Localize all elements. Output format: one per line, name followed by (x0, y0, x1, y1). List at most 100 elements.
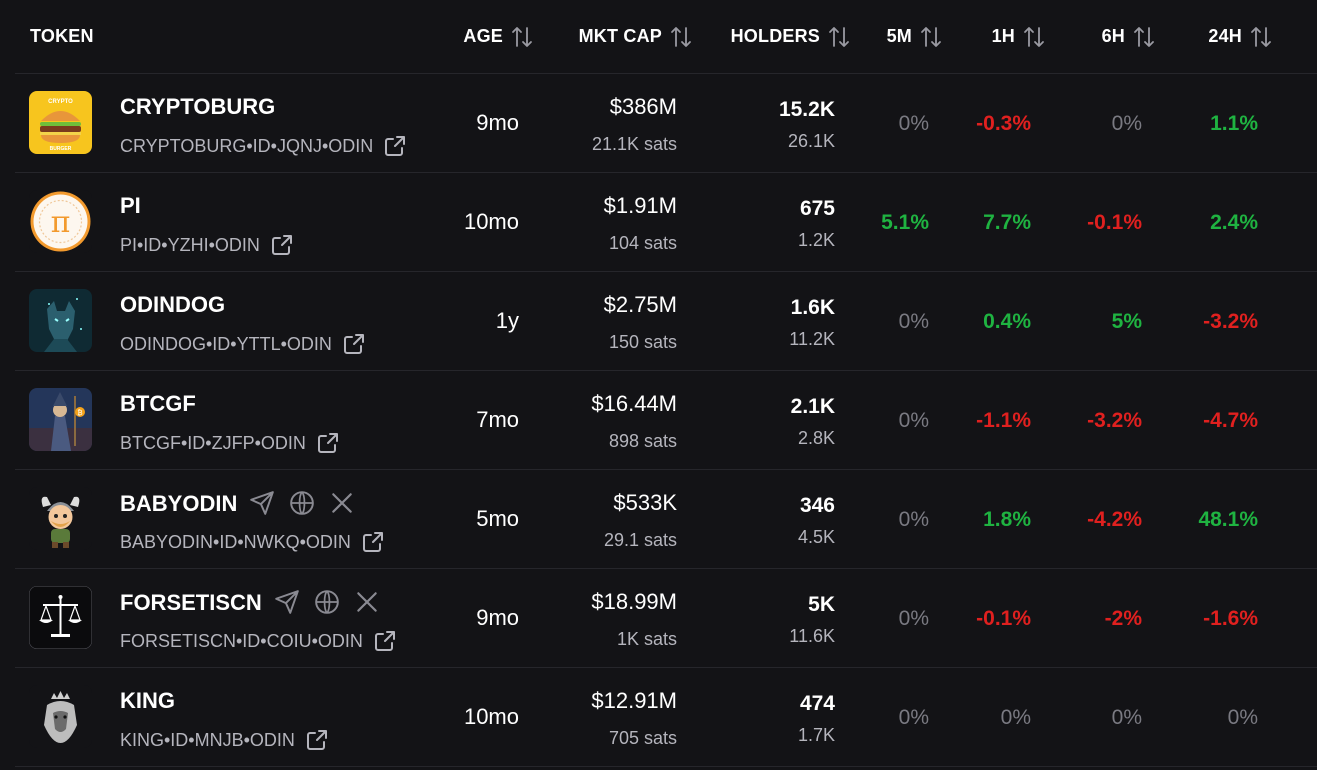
table-row[interactable]: ODINDOG ODINDOG•ID•YTTL•ODIN 1y $2.75M 1… (15, 272, 1317, 371)
token-table: TOKEN AGE MKT CAP HOLDERS 5M 1H 6H 24H (15, 0, 1317, 767)
table-row[interactable]: KING KING•ID•MNJB•ODIN 10mo $12.91M 705 … (15, 668, 1317, 767)
holders-secondary: 26.1K (787, 131, 835, 151)
market-cap: $12.91M (591, 688, 677, 713)
token-name[interactable]: BTCGF (120, 391, 196, 416)
wizard-logo-icon: ₿ (29, 388, 92, 451)
price-sats: 29.1 sats (603, 530, 677, 550)
token-name[interactable]: ODINDOG (120, 292, 226, 317)
table-row[interactable]: π PI PI•ID•YZHI•ODIN 10mo $1.91M 104 sat… (15, 173, 1317, 272)
holders-secondary: 2.8K (797, 428, 835, 448)
globe-icon[interactable] (314, 589, 342, 617)
token-age: 9mo (476, 110, 519, 135)
token-logo (29, 586, 92, 649)
holders-count: 474 (799, 692, 835, 715)
change-24h: 48.1% (1198, 508, 1258, 531)
sort-icon[interactable] (1250, 25, 1272, 49)
header-token: TOKEN (30, 26, 94, 46)
token-logo (29, 685, 92, 748)
token-logo (29, 289, 92, 352)
change-6h: -0.1% (1087, 211, 1142, 234)
token-name[interactable]: PI (120, 193, 141, 218)
holders-secondary: 1.2K (797, 230, 835, 250)
change-5m: 0% (898, 112, 929, 135)
table-row[interactable]: CRYPTO BURGER CRYPTOBURG CRYPTOBURG•ID•JQ… (15, 74, 1317, 173)
globe-icon[interactable] (289, 490, 317, 518)
telegram-icon[interactable] (274, 589, 302, 617)
change-24h: -1.6% (1203, 607, 1258, 630)
change-24h: -4.7% (1203, 409, 1258, 432)
price-sats: 705 sats (608, 728, 677, 748)
svg-text:π: π (51, 205, 71, 240)
change-5m: 0% (898, 607, 929, 630)
token-id: ODINDOG•ID•YTTL•ODIN (120, 332, 405, 356)
external-link-icon[interactable] (316, 431, 340, 455)
header-mkt-cap[interactable]: MKT CAP (579, 0, 692, 73)
table-header: TOKEN AGE MKT CAP HOLDERS 5M 1H 6H 24H (15, 0, 1317, 74)
burger-logo-icon: CRYPTO BURGER (29, 91, 92, 154)
sort-icon[interactable] (920, 25, 942, 49)
crowned-lion-logo-icon (29, 685, 92, 748)
change-24h: 1.1% (1210, 112, 1258, 135)
sort-icon[interactable] (670, 25, 692, 49)
external-link-icon[interactable] (361, 530, 385, 554)
pi-logo-icon: π (29, 190, 92, 253)
external-link-icon[interactable] (373, 629, 397, 653)
holders-secondary: 11.2K (789, 329, 835, 349)
change-5m: 5.1% (881, 211, 929, 234)
change-1h: 7.7% (983, 211, 1031, 234)
header-1h[interactable]: 1H (992, 0, 1045, 73)
token-name[interactable]: KING (120, 688, 175, 713)
change-1h: 1.8% (983, 508, 1031, 531)
price-sats: 1K sats (616, 629, 677, 649)
token-id: CRYPTOBURG•ID•JQNJ•ODIN (120, 134, 405, 158)
svg-text:CRYPTO: CRYPTO (48, 99, 73, 105)
change-5m: 0% (898, 706, 929, 729)
sort-icon[interactable] (1023, 25, 1045, 49)
sort-icon[interactable] (511, 25, 533, 49)
token-logo (29, 487, 92, 550)
token-id: BABYODIN•ID•NWKQ•ODIN (120, 530, 405, 554)
token-age: 9mo (476, 605, 519, 630)
holders-count: 1.6K (790, 296, 835, 319)
change-24h: 2.4% (1210, 211, 1258, 234)
change-6h: 0% (1111, 706, 1142, 729)
market-cap: $18.99M (591, 589, 677, 614)
token-name[interactable]: BABYODIN (120, 490, 357, 518)
x-icon[interactable] (354, 589, 382, 617)
change-5m: 0% (898, 310, 929, 333)
holders-secondary: 4.5K (797, 527, 835, 547)
table-row[interactable]: ₿ BTCGF BTCGF•ID•ZJFP•ODIN 7mo $16.44M 8… (15, 371, 1317, 470)
change-6h: -3.2% (1087, 409, 1142, 432)
change-6h: -2% (1104, 607, 1142, 630)
header-6h[interactable]: 6H (1102, 0, 1155, 73)
token-name[interactable]: CRYPTOBURG (120, 94, 276, 119)
x-icon[interactable] (329, 490, 357, 518)
holders-secondary: 11.6K (789, 626, 835, 646)
holders-count: 675 (799, 197, 835, 220)
external-link-icon[interactable] (305, 728, 329, 752)
change-1h: -1.1% (976, 409, 1031, 432)
change-24h: 0% (1227, 706, 1258, 729)
header-age[interactable]: AGE (463, 0, 533, 73)
change-1h: 0% (1000, 706, 1031, 729)
market-cap: $2.75M (603, 292, 677, 317)
change-1h: 0.4% (983, 310, 1031, 333)
change-5m: 0% (898, 409, 929, 432)
header-holders[interactable]: HOLDERS (731, 0, 850, 73)
header-5m[interactable]: 5M (887, 0, 942, 73)
external-link-icon[interactable] (383, 134, 405, 158)
table-row[interactable]: BABYODIN BABYODIN•ID•NWKQ•ODIN 5mo $533K… (15, 470, 1317, 569)
token-name[interactable]: FORSETISCN (120, 589, 382, 617)
token-logo: CRYPTO BURGER (29, 91, 92, 154)
external-link-icon[interactable] (270, 233, 294, 257)
market-cap: $1.91M (603, 193, 677, 218)
table-row[interactable]: FORSETISCN FORSETISCN•ID•COIU•ODIN 9mo $… (15, 569, 1317, 668)
external-link-icon[interactable] (342, 332, 366, 356)
holders-count: 346 (799, 494, 835, 517)
change-1h: -0.1% (976, 607, 1031, 630)
sort-icon[interactable] (828, 25, 850, 49)
sort-icon[interactable] (1133, 25, 1155, 49)
token-id: KING•ID•MNJB•ODIN (120, 728, 405, 752)
header-24h[interactable]: 24H (1208, 0, 1272, 73)
telegram-icon[interactable] (249, 490, 277, 518)
